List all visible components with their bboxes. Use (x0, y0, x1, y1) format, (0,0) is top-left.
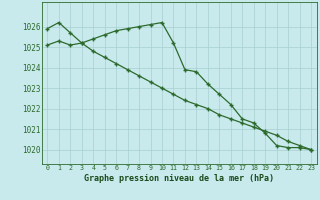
X-axis label: Graphe pression niveau de la mer (hPa): Graphe pression niveau de la mer (hPa) (84, 174, 274, 183)
